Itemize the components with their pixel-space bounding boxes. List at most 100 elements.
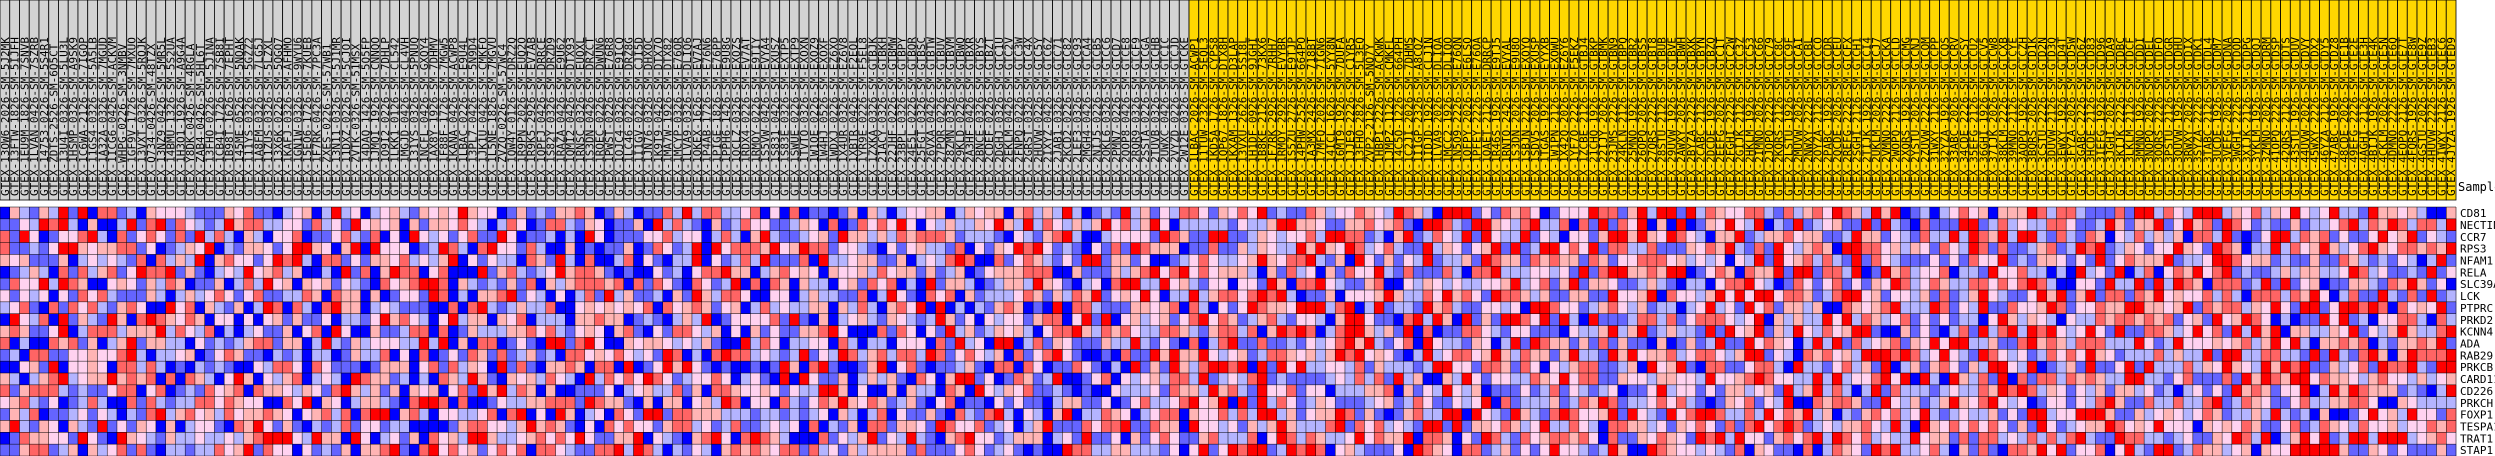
heatmap-cell [818, 301, 829, 315]
heatmap-cell [165, 373, 176, 386]
heatmap-cell [1861, 290, 1872, 303]
heatmap-cell [1062, 349, 1073, 362]
heatmap-cell [1130, 230, 1141, 243]
heatmap-cell [2358, 301, 2369, 315]
heatmap-cell [2202, 396, 2213, 409]
heatmap-cell [828, 373, 839, 386]
heatmap-cell [204, 278, 215, 291]
heatmap-cell [1900, 290, 1911, 303]
heatmap-cell [126, 218, 137, 232]
heatmap-cell [311, 278, 322, 291]
heatmap-cell [224, 361, 235, 374]
heatmap-cell [107, 337, 118, 350]
heatmap-cell [2027, 325, 2038, 338]
heatmap-cell [604, 242, 615, 255]
heatmap-cell [1091, 301, 1102, 315]
heatmap-cell [604, 361, 615, 374]
heatmap-cell [2144, 290, 2155, 303]
heatmap-cell [19, 207, 30, 220]
heatmap-cell [750, 337, 761, 350]
heatmap-cell [97, 313, 108, 326]
column-label: GTEX-2LEF3-0326-SM-GTC93 [1071, 37, 1084, 196]
heatmap-cell [1783, 242, 1794, 255]
heatmap-cell [2280, 313, 2291, 326]
heatmap-cell [2241, 278, 2252, 291]
heatmap-cell [1237, 266, 1248, 279]
heatmap-cell [1286, 242, 1297, 255]
column-label: GTEX-ZVTK-0326-SM-51MSX [350, 43, 363, 196]
heatmap-cell [545, 230, 556, 243]
heatmap-cell [389, 349, 400, 362]
heatmap-cell [1744, 278, 1755, 291]
heatmap-cell [2446, 325, 2457, 338]
heatmap-cell [1364, 349, 1375, 362]
heatmap-cell [984, 325, 995, 338]
heatmap-cell [2017, 337, 2028, 350]
heatmap-cell [1715, 230, 1726, 243]
heatmap-cell [2173, 325, 2184, 338]
heatmap-cell [1695, 278, 1706, 291]
heatmap-cell [409, 254, 420, 267]
heatmap-cell [1111, 325, 1122, 338]
heatmap-cell [292, 373, 303, 386]
heatmap-cell [1910, 361, 1921, 374]
heatmap-cell [1442, 242, 1453, 255]
heatmap-cell [1150, 218, 1161, 232]
heatmap-cell [1637, 313, 1648, 326]
heatmap-cell [1179, 301, 1190, 315]
heatmap-cell [0, 337, 11, 350]
heatmap-cell [1598, 349, 1609, 362]
heatmap-cell [799, 218, 810, 232]
heatmap-cell [672, 373, 683, 386]
heatmap-cell [29, 266, 40, 279]
heatmap-cell [1997, 218, 2008, 232]
heatmap-cell [935, 290, 946, 303]
heatmap-cell [2202, 313, 2213, 326]
heatmap-cell [2173, 337, 2184, 350]
heatmap-cell [1744, 384, 1755, 398]
heatmap-cell [2319, 337, 2330, 350]
heatmap-cell [1861, 313, 1872, 326]
heatmap-cell [760, 230, 771, 243]
heatmap-cell [1949, 254, 1960, 267]
heatmap-cell [1968, 242, 1979, 255]
heatmap-cell [760, 266, 771, 279]
heatmap-cell [1247, 408, 1258, 421]
heatmap-cell [1997, 408, 2008, 421]
heatmap-cell [916, 337, 927, 350]
heatmap-cell [575, 301, 586, 315]
heatmap-cell [1130, 396, 1141, 409]
heatmap-cell [2407, 266, 2418, 279]
heatmap-cell [526, 266, 537, 279]
heatmap-cell [2270, 278, 2281, 291]
heatmap-cell [487, 373, 498, 386]
heatmap-cell [769, 242, 780, 255]
heatmap-cell [1072, 373, 1083, 386]
heatmap-cell [1003, 396, 1014, 409]
heatmap-cell [896, 218, 907, 232]
heatmap-cell [1871, 384, 1882, 398]
column-label: GTEX-1R46S-1926-SM-E9TJ5 [1490, 37, 1503, 196]
heatmap-cell [760, 207, 771, 220]
heatmap-cell [1803, 313, 1814, 326]
heatmap-cell [1520, 242, 1531, 255]
heatmap-cell [1140, 408, 1151, 421]
heatmap-cell [2105, 361, 2116, 374]
heatmap-cell [233, 254, 244, 267]
heatmap-cell [536, 325, 547, 338]
heatmap-cell [2426, 337, 2437, 350]
heatmap-cell [341, 230, 352, 243]
heatmap-cell [682, 325, 693, 338]
heatmap-cell [1793, 254, 1804, 267]
heatmap-cell [2270, 230, 2281, 243]
heatmap-cell [662, 337, 673, 350]
heatmap-cell [1179, 266, 1190, 279]
heatmap-cell [769, 361, 780, 374]
heatmap-cell [175, 384, 186, 398]
heatmap-cell [1266, 254, 1278, 267]
heatmap-cell [935, 349, 946, 362]
heatmap-cell [516, 301, 527, 315]
heatmap-cell [224, 207, 235, 220]
heatmap-cell [68, 207, 79, 220]
heatmap-cell [1627, 408, 1638, 421]
